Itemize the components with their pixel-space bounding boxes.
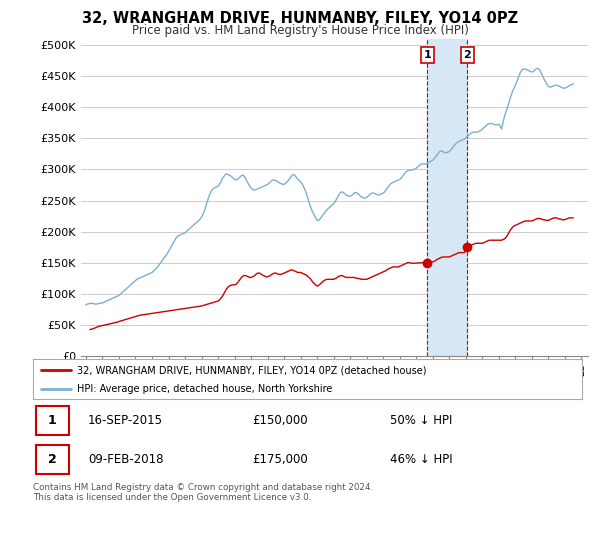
Text: £150,000: £150,000 [253, 414, 308, 427]
Text: 1: 1 [424, 50, 431, 60]
Text: 09-FEB-2018: 09-FEB-2018 [88, 453, 163, 466]
FancyBboxPatch shape [36, 406, 68, 435]
FancyBboxPatch shape [36, 445, 68, 474]
Bar [427, 39, 467, 356]
Text: 16-SEP-2015: 16-SEP-2015 [88, 414, 163, 427]
Text: 2: 2 [463, 50, 471, 60]
Text: 32, WRANGHAM DRIVE, HUNMANBY, FILEY, YO14 0PZ: 32, WRANGHAM DRIVE, HUNMANBY, FILEY, YO1… [82, 11, 518, 26]
Text: 50% ↓ HPI: 50% ↓ HPI [390, 414, 452, 427]
Text: 1: 1 [48, 414, 56, 427]
Text: Contains HM Land Registry data © Crown copyright and database right 2024.
This d: Contains HM Land Registry data © Crown c… [33, 483, 373, 502]
Text: £175,000: £175,000 [253, 453, 308, 466]
Text: 46% ↓ HPI: 46% ↓ HPI [390, 453, 452, 466]
Text: 2: 2 [48, 453, 56, 466]
Text: HPI: Average price, detached house, North Yorkshire: HPI: Average price, detached house, Nort… [77, 384, 332, 394]
Text: Price paid vs. HM Land Registry's House Price Index (HPI): Price paid vs. HM Land Registry's House … [131, 24, 469, 36]
Text: 32, WRANGHAM DRIVE, HUNMANBY, FILEY, YO14 0PZ (detached house): 32, WRANGHAM DRIVE, HUNMANBY, FILEY, YO1… [77, 365, 427, 375]
